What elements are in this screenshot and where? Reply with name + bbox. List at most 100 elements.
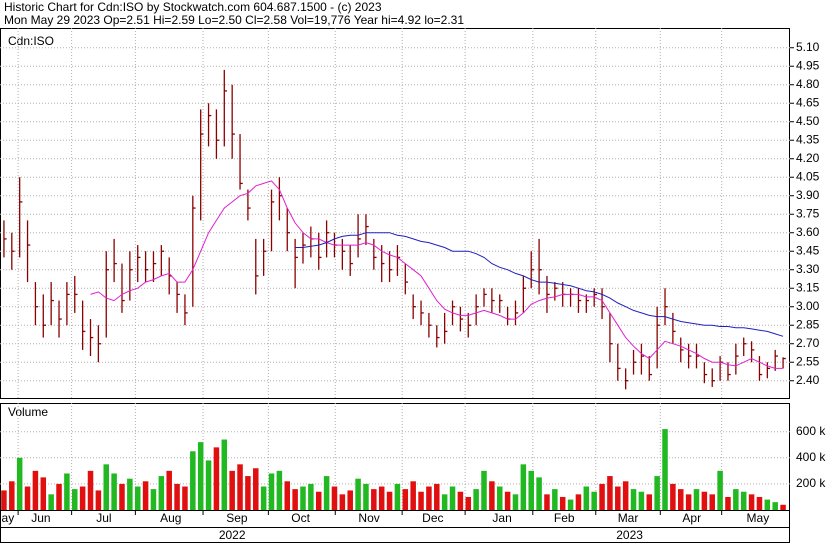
- volume-bar: [489, 481, 495, 510]
- year-label: 2022: [219, 528, 246, 542]
- y-tick-label: 4.35: [796, 132, 820, 146]
- y-tick-label: 3.45: [796, 243, 820, 257]
- volume-bar: [205, 460, 212, 510]
- volume-bar: [378, 486, 385, 510]
- volume-bar: [24, 486, 31, 510]
- volume-bar: [434, 483, 440, 510]
- volume-bar: [127, 478, 133, 510]
- volume-bar: [134, 486, 141, 510]
- volume-bar: [111, 473, 117, 510]
- volume-bar: [1, 490, 7, 510]
- volume-bar: [410, 481, 416, 510]
- y-tick-label: 5.10: [796, 40, 820, 54]
- chart-subtitle: Mon May 29 2023 Op=2.51 Hi=2.59 Lo=2.50 …: [4, 13, 464, 27]
- x-tick-label: Dec: [422, 511, 443, 525]
- volume-bar: [504, 491, 511, 510]
- volume-bar: [253, 468, 259, 510]
- volume-bar: [213, 447, 220, 510]
- volume-bar: [40, 477, 47, 510]
- volume-bar: [520, 464, 527, 510]
- y-tick-label: 4.65: [796, 95, 820, 109]
- y-tick-label: 3.60: [796, 225, 820, 239]
- x-tick-label: Sep: [226, 511, 248, 525]
- volume-bar: [622, 481, 629, 510]
- volume-bar: [473, 489, 479, 510]
- volume-bar: [583, 486, 590, 510]
- y-tick-label: 2.40: [796, 373, 820, 387]
- volume-bar: [402, 489, 409, 510]
- volume-bar: [339, 494, 346, 510]
- volume-bar: [268, 473, 275, 510]
- volume-bar: [150, 489, 157, 510]
- volume-bar: [678, 489, 684, 510]
- volume-bar: [615, 486, 621, 510]
- y-tick-label: 2.55: [796, 354, 820, 368]
- volume-bar: [441, 494, 448, 510]
- y-tick-label: 3.00: [796, 299, 820, 313]
- volume-tick-label: 400 k: [796, 450, 826, 464]
- volume-bar: [536, 477, 542, 510]
- volume-bar: [780, 504, 786, 510]
- volume-bar: [733, 489, 739, 510]
- volume-bar: [599, 483, 605, 510]
- moving-average: [90, 180, 784, 369]
- volume-bar: [567, 499, 574, 510]
- volume-bar: [331, 486, 338, 510]
- volume-bar: [197, 442, 204, 510]
- volume-bar: [481, 470, 487, 510]
- x-tick-label: Jul: [96, 511, 111, 525]
- volume-bar: [717, 470, 723, 510]
- volume-bar: [87, 470, 94, 510]
- volume-bar: [559, 496, 566, 510]
- volume-bar: [315, 491, 322, 510]
- volume-tick-label: 200 k: [796, 476, 826, 490]
- volume-bar: [190, 451, 196, 510]
- volume-bar: [363, 483, 369, 510]
- moving-average: [295, 232, 784, 337]
- volume-bar: [158, 476, 165, 510]
- volume-bar: [9, 481, 15, 510]
- volume-bar: [449, 486, 456, 510]
- volume-bar: [646, 494, 653, 510]
- volume-bar: [662, 429, 668, 510]
- volume-bar: [544, 494, 550, 510]
- volume-bar: [347, 490, 353, 510]
- volume-bar: [693, 489, 700, 510]
- y-tick-label: 4.50: [796, 114, 820, 128]
- y-tick-label: 2.85: [796, 317, 820, 331]
- volume-bar: [465, 496, 472, 510]
- volume-bar: [685, 494, 692, 510]
- volume-bar: [552, 489, 558, 510]
- volume-bar: [764, 499, 771, 510]
- volume-bar: [166, 470, 172, 510]
- x-tick-label: Apr: [682, 511, 701, 525]
- volume-bar: [284, 481, 291, 510]
- year-label: 2023: [616, 528, 643, 542]
- chart-title: Historic Chart for Cdn:ISO by Stockwatch…: [4, 0, 382, 14]
- volume-bar: [355, 478, 361, 510]
- volume-bar: [103, 464, 109, 510]
- volume-bar: [670, 483, 676, 510]
- volume-bar: [95, 490, 102, 510]
- volume-bar: [56, 483, 62, 510]
- volume-bar: [394, 483, 401, 510]
- volume-bar: [323, 476, 330, 510]
- volume-bar: [591, 491, 597, 510]
- volume-bar: [174, 483, 180, 510]
- x-tick-label: May: [747, 511, 770, 525]
- volume-bar: [221, 439, 228, 510]
- x-tick-label: Feb: [554, 511, 575, 525]
- volume-bar: [630, 489, 637, 510]
- volume-bar: [229, 470, 235, 510]
- volume-bar: [32, 470, 39, 510]
- y-tick-label: 3.15: [796, 280, 820, 294]
- volume-bar: [245, 476, 251, 510]
- x-tick-label: Jun: [31, 511, 50, 525]
- volume-bar: [300, 486, 306, 510]
- x-tick-label: Mar: [618, 511, 639, 525]
- price-panel: [0, 28, 790, 399]
- y-tick-label: 3.90: [796, 188, 820, 202]
- volume-bar: [654, 476, 660, 510]
- volume-bar: [308, 483, 314, 510]
- y-tick-label: 4.80: [796, 77, 820, 91]
